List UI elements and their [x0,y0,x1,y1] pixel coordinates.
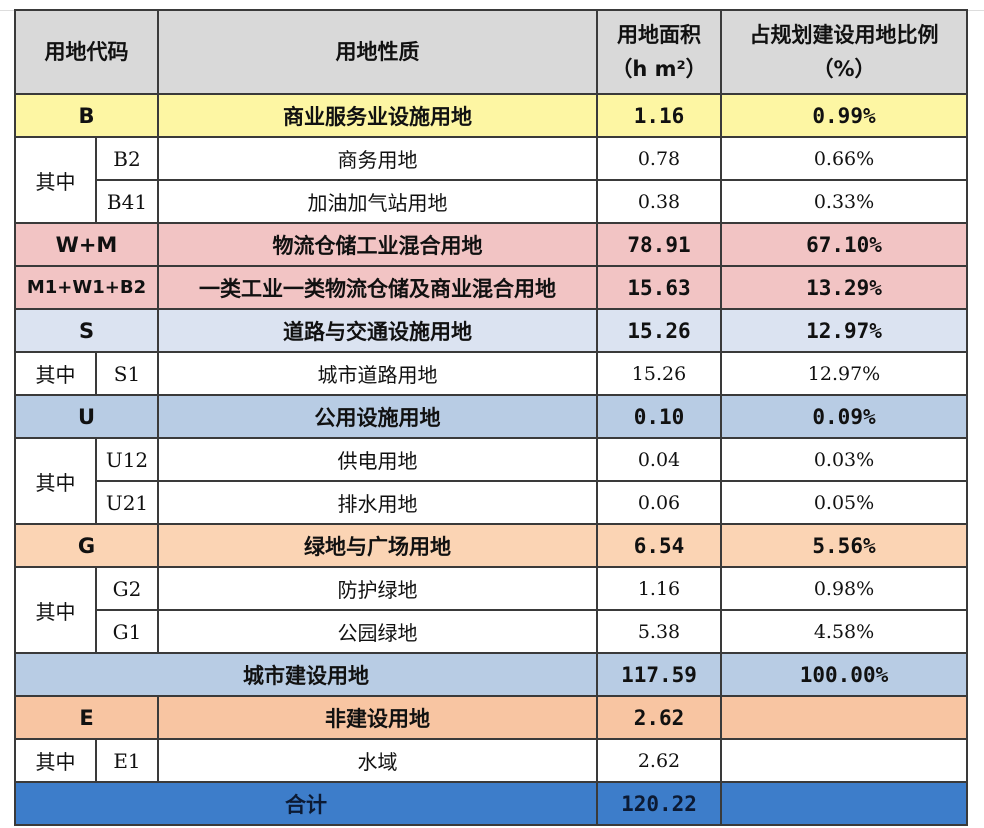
row-ratio [720,738,968,783]
row-name: 加油加气站用地 [157,179,598,224]
table-row-total: 合计 120.22 [14,781,968,826]
row-name: 商业服务业设施用地 [157,93,598,138]
row-code: U12 [95,437,159,482]
header-ratio: 占规划建设用地比例 （%） [720,9,968,95]
table-header-row: 用地代码 用地性质 用地面积 （h m²） 占规划建设用地比例 （%） [14,9,968,95]
table-row: U21 排水用地 0.06 0.05% [15,480,968,525]
row-name: 公园绿地 [157,609,598,654]
table-row: 其中 G2 防护绿地 1.16 0.98% [14,566,968,654]
land-use-balance-table: 用地代码 用地性质 用地面积 （h m²） 占规划建设用地比例 （%） B 商业… [14,9,968,826]
header-code: 用地代码 [14,9,159,95]
row-ratio: 13.29% [720,265,968,310]
table-row: 其中 B2 商务用地 0.78 0.66% [14,136,968,224]
row-name: 排水用地 [157,480,598,525]
row-area: 0.04 [596,437,722,482]
row-area: 5.38 [596,609,722,654]
row-area: 2.62 [596,738,722,783]
row-code: G [14,523,159,568]
row-ratio: 0.03% [720,437,968,482]
row-name: 城市建设用地 [14,652,598,697]
table-row: G1 公园绿地 5.38 4.58% [15,609,968,654]
row-code: B [14,93,159,138]
row-ratio: 12.97% [720,351,968,396]
row-name: 供电用地 [157,437,598,482]
row-ratio: 12.97% [720,308,968,353]
header-area-label: 用地面积 [617,23,701,47]
row-name: 道路与交通设施用地 [157,308,598,353]
table-row-subtotal: 城市建设用地 117.59 100.00% [14,652,968,697]
header-area: 用地面积 （h m²） [596,9,722,95]
row-code: E1 [95,738,159,783]
header-nature: 用地性质 [157,9,598,95]
row-code: M1+W1+B2 [14,265,159,310]
row-area: 0.06 [596,480,722,525]
row-area: 78.91 [596,222,722,267]
row-ratio [720,781,968,826]
row-name: 防护绿地 [157,566,598,611]
row-ratio: 0.33% [720,179,968,224]
row-area: 120.22 [596,781,722,826]
table-row: W+M 物流仓储工业混合用地 78.91 67.10% [14,222,968,267]
row-code: E [14,695,159,740]
row-name: 物流仓储工业混合用地 [157,222,598,267]
table-row: B 商业服务业设施用地 1.16 0.99% [14,93,968,138]
table-row: S 道路与交通设施用地 15.26 12.97% [14,308,968,353]
table-row: B41 加油加气站用地 0.38 0.33% [15,179,968,224]
row-ratio: 0.98% [720,566,968,611]
row-area: 117.59 [596,652,722,697]
row-group-label: 其中 [14,136,97,224]
row-code: G2 [95,566,159,611]
row-group-label: 其中 [14,437,97,525]
table-row: 其中 E1 水域 2.62 [14,738,968,783]
header-ratio-unit: （%） [812,57,876,81]
row-area: 0.78 [596,136,722,181]
row-group-label: 其中 [14,738,97,783]
row-ratio: 0.05% [720,480,968,525]
table-row: G 绿地与广场用地 6.54 5.56% [14,523,968,568]
row-ratio: 0.99% [720,93,968,138]
row-area: 1.16 [596,93,722,138]
row-name: 商务用地 [157,136,598,181]
row-ratio: 4.58% [720,609,968,654]
row-area: 0.38 [596,179,722,224]
row-ratio: 100.00% [720,652,968,697]
table-row: 其中 S1 城市道路用地 15.26 12.97% [14,351,968,396]
row-code: B2 [95,136,159,181]
row-code: B41 [95,179,159,224]
row-code: W+M [14,222,159,267]
row-area: 15.26 [596,351,722,396]
row-area: 6.54 [596,523,722,568]
row-area: 0.10 [596,394,722,439]
row-area: 2.62 [596,695,722,740]
row-area: 15.26 [596,308,722,353]
row-ratio: 5.56% [720,523,968,568]
table-row: 其中 U12 供电用地 0.04 0.03% [14,437,968,525]
row-area: 1.16 [596,566,722,611]
row-area: 15.63 [596,265,722,310]
header-area-unit: （h m²） [611,57,707,81]
row-group-label: 其中 [14,566,97,654]
row-name: 一类工业一类物流仓储及商业混合用地 [157,265,598,310]
row-name: 绿地与广场用地 [157,523,598,568]
table-row: U 公用设施用地 0.10 0.09% [14,394,968,439]
row-name: 非建设用地 [157,695,598,740]
row-group-label: 其中 [14,351,97,396]
row-ratio: 0.09% [720,394,968,439]
row-name: 水域 [157,738,598,783]
row-code: G1 [95,609,159,654]
row-ratio: 67.10% [720,222,968,267]
row-code: U21 [95,480,159,525]
row-name: 公用设施用地 [157,394,598,439]
row-name: 城市道路用地 [157,351,598,396]
header-ratio-label: 占规划建设用地比例 [749,23,939,47]
row-name: 合计 [14,781,598,826]
row-ratio: 0.66% [720,136,968,181]
row-code: S1 [95,351,159,396]
table-row: M1+W1+B2 一类工业一类物流仓储及商业混合用地 15.63 13.29% [14,265,968,310]
row-code: U [14,394,159,439]
table-row: E 非建设用地 2.62 [14,695,968,740]
row-ratio [720,695,968,740]
row-code: S [14,308,159,353]
